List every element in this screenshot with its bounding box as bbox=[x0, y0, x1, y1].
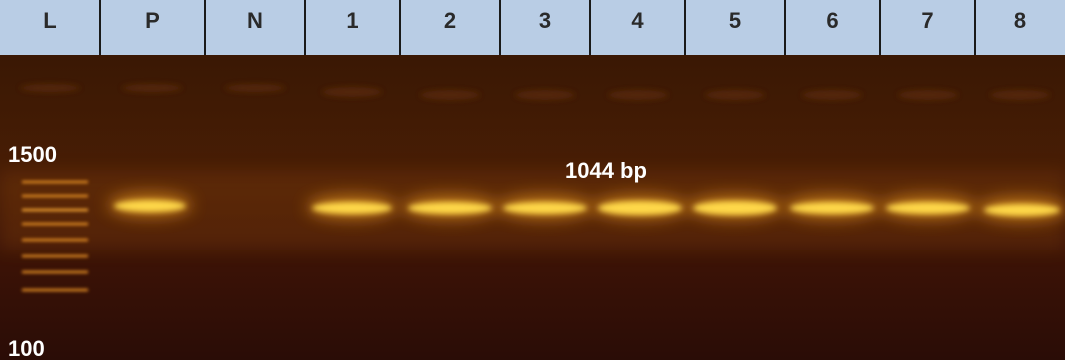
lane-label: 2 bbox=[444, 8, 456, 33]
lane-label: N bbox=[247, 8, 263, 33]
band-size-label: 1044 bp bbox=[565, 158, 647, 183]
lane-label: L bbox=[43, 8, 56, 33]
marker-label: 1500 bbox=[8, 142, 57, 167]
marker-label: 100 bbox=[8, 336, 45, 360]
lane-label: P bbox=[145, 8, 160, 33]
lane-label: 5 bbox=[729, 8, 741, 33]
lane-label: 7 bbox=[921, 8, 933, 33]
lane-label: 6 bbox=[826, 8, 838, 33]
page: LPN12345678 1500 100 1044 bp (() => { co… bbox=[0, 0, 1065, 360]
lane-label: 8 bbox=[1014, 8, 1026, 33]
lane-label: 3 bbox=[539, 8, 551, 33]
gel-image: L P N 1 2 3 4 5 6 7 8 1500 100 1044 bp bbox=[0, 0, 1065, 360]
lane-label: 1 bbox=[346, 8, 358, 33]
lane-label: 4 bbox=[631, 8, 644, 33]
